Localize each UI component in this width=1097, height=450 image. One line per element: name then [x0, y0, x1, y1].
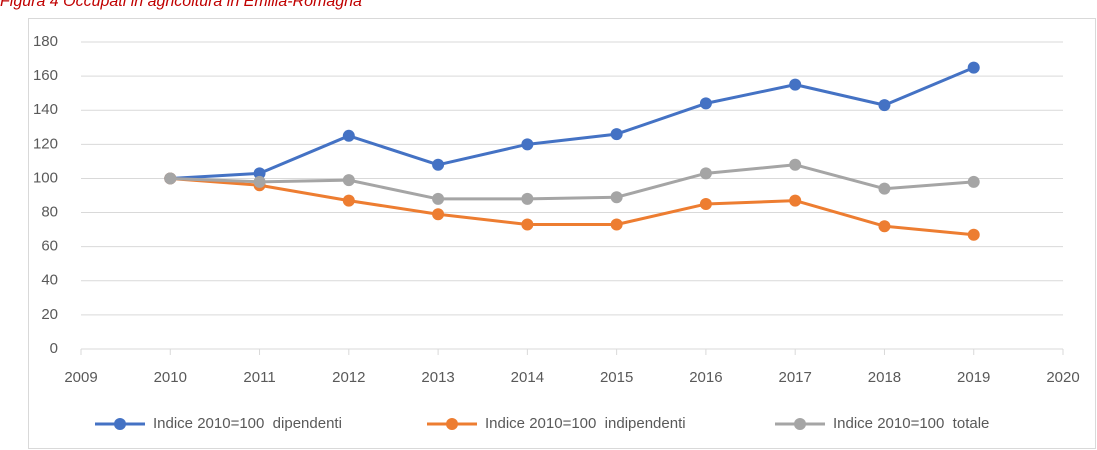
legend-marker: [446, 418, 458, 430]
data-point: [164, 172, 177, 185]
y-tick-label: 60: [41, 238, 58, 255]
y-tick-label: 140: [33, 101, 58, 118]
data-point: [521, 218, 534, 231]
x-tick-label: 2017: [778, 369, 811, 386]
data-point: [610, 128, 623, 141]
data-point: [610, 191, 623, 204]
x-tick-label: 2020: [1046, 369, 1079, 386]
data-point: [253, 175, 266, 188]
data-point: [789, 158, 802, 171]
data-point: [253, 167, 266, 180]
y-tick-label: 120: [33, 135, 58, 152]
data-point: [878, 99, 891, 112]
y-tick-label: 0: [50, 340, 58, 357]
x-tick-label: 2019: [957, 369, 990, 386]
y-tick-label: 80: [41, 204, 58, 221]
data-point: [521, 192, 534, 205]
legend-marker: [114, 418, 126, 430]
data-point: [610, 218, 623, 231]
data-point: [699, 198, 712, 211]
legend-marker: [794, 418, 806, 430]
data-point: [432, 208, 445, 221]
series-line: [170, 176, 974, 237]
y-tick-label: 100: [33, 169, 58, 186]
y-tick-label: 20: [41, 306, 58, 323]
x-tick-label: 2013: [421, 369, 454, 386]
x-tick-label: 2010: [154, 369, 187, 386]
x-tick-label: 2012: [332, 369, 365, 386]
data-point: [967, 61, 980, 74]
data-point: [432, 158, 445, 171]
legend-label: Indice 2010=100 indipendenti: [485, 415, 686, 432]
x-tick-label: 2018: [868, 369, 901, 386]
x-tick-label: 2016: [689, 369, 722, 386]
data-point: [521, 138, 534, 151]
x-tick-label: 2011: [243, 369, 275, 386]
data-point: [342, 194, 355, 207]
y-tick-label: 180: [33, 33, 58, 50]
data-point: [699, 97, 712, 110]
data-point: [342, 129, 355, 142]
data-point: [967, 228, 980, 241]
legend-label: Indice 2010=100 dipendenti: [153, 415, 342, 432]
y-tick-label: 160: [33, 67, 58, 84]
data-point: [878, 182, 891, 195]
data-point: [967, 175, 980, 188]
data-point: [699, 167, 712, 180]
data-point: [342, 174, 355, 187]
data-point: [432, 192, 445, 205]
legend-label: Indice 2010=100 totale: [833, 415, 989, 432]
chart-title: Figura 4 Occupati in agricoltura in Emil…: [0, 0, 362, 10]
x-tick-label: 2015: [600, 369, 633, 386]
series-line: [170, 66, 975, 180]
data-point: [789, 194, 802, 207]
data-point: [878, 220, 891, 233]
y-tick-label: 40: [41, 272, 58, 289]
x-tick-label: 2009: [64, 369, 97, 386]
series-line: [170, 163, 974, 201]
x-tick-label: 2014: [511, 369, 544, 386]
data-point: [789, 78, 802, 91]
